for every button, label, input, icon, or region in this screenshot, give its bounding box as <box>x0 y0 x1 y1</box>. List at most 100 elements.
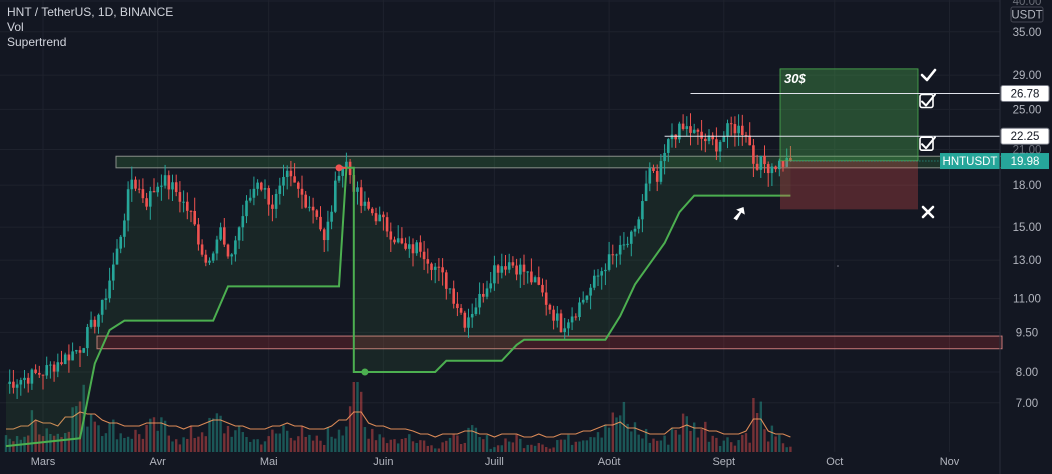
volume-bar <box>445 440 448 452</box>
candle-body <box>766 164 770 174</box>
volume-bar <box>563 439 566 452</box>
price-tick-label: 18.00 <box>1013 180 1042 192</box>
supertrend-indicator-label[interactable]: Supertrend <box>7 35 67 49</box>
candle-body <box>60 362 63 365</box>
time-tick-label: Mars <box>31 456 56 468</box>
candle-body <box>82 348 85 353</box>
supertrend-buy-dot <box>361 368 369 376</box>
candle-body <box>359 187 363 206</box>
volume-ma-line <box>6 411 791 438</box>
candle-body <box>396 238 400 243</box>
volume-bar <box>101 436 104 452</box>
candle-body <box>652 168 655 171</box>
symbol-tag-label: HNTUSDT <box>943 156 998 168</box>
candle-body <box>737 125 740 134</box>
volume-bar <box>86 426 89 452</box>
volume-bar <box>52 435 56 452</box>
volume-bar <box>234 430 237 452</box>
candle-body <box>112 264 115 281</box>
volume-bar <box>49 433 52 452</box>
loss-zone <box>780 160 918 210</box>
candle-body <box>774 166 777 170</box>
volume-bar <box>556 440 559 452</box>
volume-bar <box>696 437 700 452</box>
candle-body <box>655 170 659 182</box>
candle-body <box>500 266 504 273</box>
candle-body <box>752 145 755 164</box>
candle-body <box>456 303 459 309</box>
volume-bar <box>459 443 463 452</box>
volume-bar <box>297 436 300 452</box>
candle-body <box>637 219 640 229</box>
candle-body <box>700 131 703 139</box>
candle-body <box>245 200 248 217</box>
volume-bar <box>115 439 119 452</box>
volume-bar <box>260 444 263 452</box>
checkbox-icon <box>919 136 934 152</box>
volume-bar <box>171 441 174 452</box>
volume-bar <box>356 382 359 452</box>
volume-bar <box>367 438 370 452</box>
volume-bar <box>570 444 574 452</box>
volume-bar <box>496 445 500 452</box>
zones <box>96 155 1003 350</box>
long-position-tool[interactable]: 30$ <box>779 68 919 210</box>
candle-body <box>489 283 492 289</box>
support-zone <box>96 335 1003 350</box>
volume-bar <box>693 422 696 452</box>
profit-zone <box>779 68 919 162</box>
checkbox-icon <box>919 93 934 109</box>
time-tick-label: Oct <box>826 456 843 468</box>
volume-bar <box>389 439 392 452</box>
candle-body <box>441 267 444 273</box>
candle-body <box>56 362 60 372</box>
candle-body <box>789 157 792 162</box>
volume-bar <box>126 436 130 452</box>
candle-body <box>552 309 555 321</box>
volume-bar <box>30 410 34 452</box>
candle-body <box>759 155 763 170</box>
candle-body <box>692 129 696 133</box>
candle-body <box>156 186 159 193</box>
candle-body <box>448 288 452 290</box>
candle-body <box>641 201 644 220</box>
volume-bar <box>726 437 729 452</box>
symbol-title[interactable]: HNT / TetherUS, 1D, BINANCE <box>7 5 174 19</box>
candle-body <box>204 254 208 263</box>
volume-bar <box>241 432 244 452</box>
candle-body <box>611 254 615 256</box>
candle-body <box>163 175 167 186</box>
candle-body <box>308 206 311 208</box>
candle-body <box>733 124 737 134</box>
candle-body <box>507 262 511 270</box>
candle-body <box>622 244 626 246</box>
candle-body <box>770 166 774 174</box>
volume-bar <box>789 446 792 452</box>
volume-bar <box>637 434 640 452</box>
candle-body <box>593 275 596 288</box>
volume-bar <box>304 436 307 452</box>
candle-body <box>137 188 141 190</box>
candle-body <box>430 263 433 270</box>
candle-body <box>607 254 611 270</box>
candle-body <box>171 182 174 190</box>
volume-bar <box>715 437 718 452</box>
volume-bar <box>12 441 15 452</box>
candle-body <box>600 271 603 276</box>
volume-bar <box>282 425 285 452</box>
candle-body <box>678 123 681 140</box>
price-tick-label: 13.00 <box>1013 255 1042 267</box>
candle-body <box>267 188 270 205</box>
candle-body <box>100 299 104 315</box>
candle-body <box>419 242 422 252</box>
volume-bar <box>500 445 503 452</box>
volume-bar <box>755 412 759 452</box>
volume-indicator-label[interactable]: Vol <box>7 20 24 34</box>
candle-body <box>38 372 41 375</box>
volume-bar <box>145 424 148 452</box>
volume-bar <box>156 430 159 452</box>
dot-marker <box>837 265 839 267</box>
volume-bar <box>545 447 548 452</box>
candle-body <box>293 176 296 183</box>
